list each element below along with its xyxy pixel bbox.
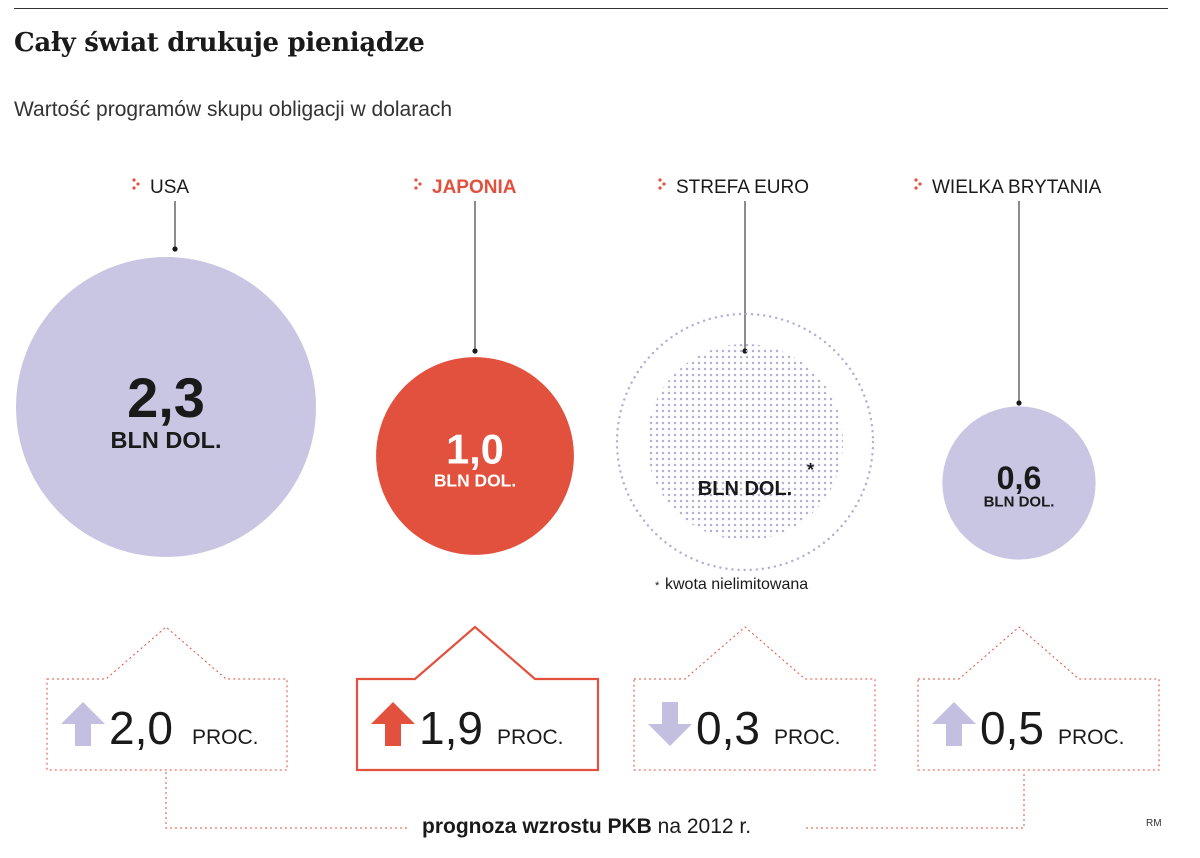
top-rule	[14, 8, 1168, 9]
connector-right	[806, 772, 1025, 829]
forecast-box-1	[355, 625, 600, 772]
note-text: kwota nielimitowana	[665, 576, 808, 593]
leader-dot	[172, 246, 178, 252]
bubble-usa	[16, 257, 316, 557]
chart-title: Cały świat drukuje pieniądze	[14, 28, 425, 58]
label-marker-dot	[132, 186, 136, 190]
category-label-2: STREFA EURO	[658, 177, 809, 198]
category-label-0: USA	[132, 177, 189, 198]
arrow-down-icon	[648, 702, 692, 746]
label-marker-dot	[658, 178, 662, 182]
category-label: JAPONIA	[432, 177, 517, 198]
label-marker-dot	[914, 186, 918, 190]
label-marker-dot	[662, 182, 666, 186]
forecast-unit: PROC.	[192, 726, 259, 749]
arrow-up-icon	[932, 702, 976, 746]
forecast-unit: PROC.	[497, 726, 564, 749]
forecast-box-3	[917, 626, 1160, 771]
forecast-unit: PROC.	[774, 726, 841, 749]
bubble-japonia	[376, 357, 574, 555]
forecast-value: 1,9	[419, 702, 483, 754]
chart-subtitle: Wartość programów skupu obligacji w dola…	[14, 98, 453, 121]
note-marker: *	[655, 580, 660, 592]
bubble-unit: BLN DOL.	[984, 493, 1055, 510]
forecast-value: 0,5	[980, 702, 1044, 754]
forecast-value: 2,0	[109, 702, 173, 754]
note-asterisk: *	[807, 460, 814, 480]
bubble-value: 0,6	[997, 460, 1042, 496]
label-marker-dot	[132, 178, 136, 182]
category-label: STREFA EURO	[676, 177, 809, 198]
forecast-caption: prognoza wzrostu PKB na 2012 r.	[422, 815, 751, 838]
connector-left	[165, 772, 410, 829]
forecast-caption-bold: prognoza wzrostu PKB	[422, 815, 652, 838]
category-label: WIELKA BRYTANIA	[932, 177, 1102, 198]
label-marker-dot	[414, 178, 418, 182]
label-marker-dot	[914, 178, 918, 182]
label-marker-dot	[136, 182, 140, 186]
label-marker-dot	[658, 186, 662, 190]
bubble-unit: BLN DOL.	[698, 478, 792, 500]
category-label-3: WIELKA BRYTANIA	[914, 177, 1102, 198]
bubble-strefa-euro-fill	[647, 344, 843, 540]
label-marker-dot	[414, 186, 418, 190]
arrow-up-icon	[61, 702, 105, 746]
forecast-value: 0,3	[696, 702, 760, 754]
bubble-strefa-euro-outline	[615, 312, 875, 572]
arrow-up-icon	[371, 702, 415, 746]
bubble-value: 1,0	[446, 425, 504, 472]
forecast-unit: PROC.	[1058, 726, 1125, 749]
bubble-unit: BLN DOL.	[434, 470, 516, 490]
category-label-1: JAPONIA	[414, 177, 517, 198]
label-marker-dot	[918, 182, 922, 186]
bubble-unit: BLN DOL.	[110, 427, 221, 453]
forecast-box-2	[633, 626, 876, 771]
category-label: USA	[150, 177, 189, 198]
leader-dot	[472, 348, 478, 354]
label-marker-dot	[418, 182, 422, 186]
author-credit: RM	[1146, 818, 1162, 829]
forecast-caption-rest: na 2012 r.	[652, 815, 751, 838]
bubble-wielka-brytania	[942, 406, 1096, 560]
bubble-value: 2,3	[127, 366, 205, 429]
leader-dot	[1016, 400, 1022, 406]
